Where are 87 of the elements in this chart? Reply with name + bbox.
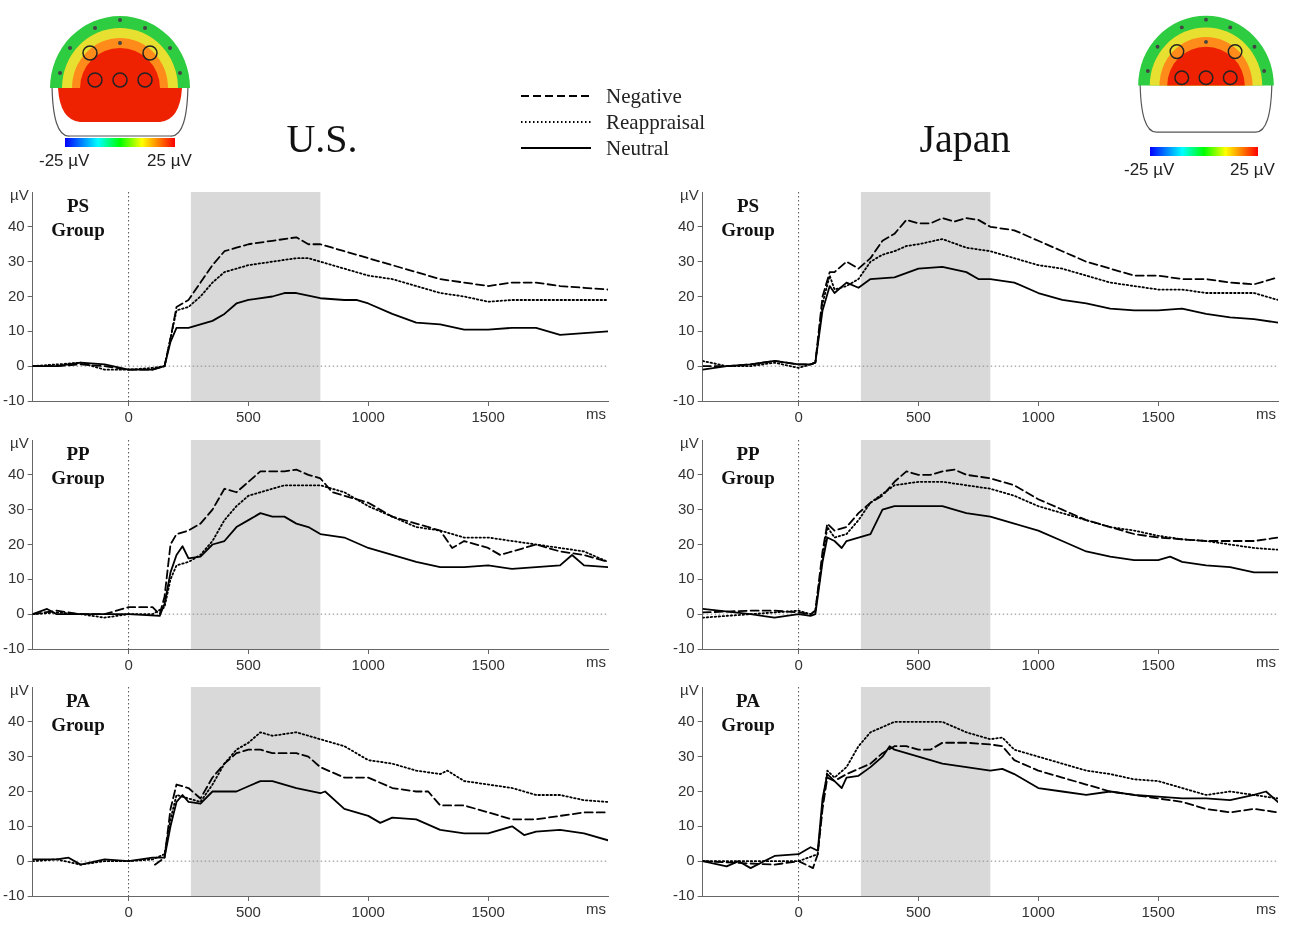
y-tick-label: 0 xyxy=(16,604,25,622)
y-tick-label: 20 xyxy=(7,286,25,304)
x-tick-label: 1500 xyxy=(471,408,505,426)
y-tick-label: 0 xyxy=(16,851,25,869)
y-tick-label: 40 xyxy=(7,464,25,482)
y-tick-label: 20 xyxy=(7,534,25,552)
y-tick-label: 40 xyxy=(677,216,695,234)
x-axis-title: ms xyxy=(586,899,606,917)
y-tick-label: 20 xyxy=(677,534,695,552)
y-tick-label: -10 xyxy=(672,639,695,657)
y-tick-label: 40 xyxy=(7,711,25,729)
x-axis-title: ms xyxy=(1256,899,1276,917)
y-axis-title: µV xyxy=(10,185,29,203)
y-axis-title: µV xyxy=(10,433,29,451)
x-tick-label: 0 xyxy=(794,656,803,674)
legend-label: Negative xyxy=(606,83,682,109)
y-tick-label: 30 xyxy=(7,499,25,517)
y-tick-label: 10 xyxy=(677,321,695,339)
x-axis-title: ms xyxy=(586,652,606,670)
y-tick-label: 10 xyxy=(7,321,25,339)
x-tick-label: 0 xyxy=(124,408,133,426)
chart-subtitle: U.S. xyxy=(285,115,359,162)
x-tick-label: 0 xyxy=(794,408,803,426)
x-tick-label: 1000 xyxy=(1021,656,1055,674)
x-tick-label: 1500 xyxy=(471,903,505,921)
x-tick-label: 1000 xyxy=(1021,903,1055,921)
y-tick-label: -10 xyxy=(2,639,25,657)
y-tick-label: 30 xyxy=(677,499,695,517)
y-tick-label: 40 xyxy=(677,464,695,482)
text: 25 µV xyxy=(1230,160,1275,180)
text: PA Group xyxy=(720,689,776,737)
y-axis-title: µV xyxy=(10,680,29,698)
x-tick-label: 1000 xyxy=(1021,408,1055,426)
y-tick-label: 10 xyxy=(7,816,25,834)
y-tick-label: 30 xyxy=(7,251,25,269)
y-tick-label: 20 xyxy=(677,781,695,799)
y-tick-label: 10 xyxy=(7,569,25,587)
y-tick-label: -10 xyxy=(2,886,25,904)
y-tick-label: -10 xyxy=(672,391,695,409)
text: PS Group xyxy=(50,194,106,242)
y-axis-title: µV xyxy=(680,185,699,203)
chart-subtitle: Japan xyxy=(918,115,1012,162)
y-tick-label: -10 xyxy=(2,391,25,409)
y-tick-label: -10 xyxy=(672,886,695,904)
y-tick-label: 10 xyxy=(677,569,695,587)
text: PP Group xyxy=(50,442,106,490)
x-tick-label: 500 xyxy=(235,656,261,674)
text: PA Group xyxy=(50,689,106,737)
text: -25 µV xyxy=(1124,160,1175,180)
y-tick-label: 30 xyxy=(677,251,695,269)
x-axis-title: ms xyxy=(1256,652,1276,670)
y-axis-title: µV xyxy=(680,680,699,698)
x-tick-label: 1500 xyxy=(471,656,505,674)
text: -25 µV xyxy=(39,151,90,171)
x-tick-label: 0 xyxy=(794,903,803,921)
legend-label: Reappraisal xyxy=(606,109,706,135)
y-tick-label: 0 xyxy=(16,356,25,374)
legend-label: Neutral xyxy=(606,135,669,161)
y-tick-label: 30 xyxy=(677,746,695,764)
x-tick-label: 500 xyxy=(905,656,931,674)
x-tick-label: 1000 xyxy=(351,903,385,921)
x-tick-label: 0 xyxy=(124,903,133,921)
x-tick-label: 500 xyxy=(905,903,931,921)
text: 25 µV xyxy=(147,151,192,171)
y-tick-label: 30 xyxy=(7,746,25,764)
x-tick-label: 1500 xyxy=(1141,656,1175,674)
y-tick-label: 10 xyxy=(677,816,695,834)
x-tick-label: 1000 xyxy=(351,656,385,674)
y-tick-label: 0 xyxy=(686,356,695,374)
y-tick-label: 20 xyxy=(677,286,695,304)
y-tick-label: 20 xyxy=(7,781,25,799)
y-tick-label: 0 xyxy=(686,851,695,869)
y-tick-label: 40 xyxy=(7,216,25,234)
x-tick-label: 1500 xyxy=(1141,408,1175,426)
x-tick-label: 1500 xyxy=(1141,903,1175,921)
text: PP Group xyxy=(720,442,776,490)
x-tick-label: 1000 xyxy=(351,408,385,426)
x-tick-label: 500 xyxy=(235,408,261,426)
y-axis-title: µV xyxy=(680,433,699,451)
x-tick-label: 500 xyxy=(905,408,931,426)
x-axis-title: ms xyxy=(586,404,606,422)
x-tick-label: 0 xyxy=(124,656,133,674)
y-tick-label: 40 xyxy=(677,711,695,729)
x-tick-label: 500 xyxy=(235,903,261,921)
text: PS Group xyxy=(720,194,776,242)
y-tick-label: 0 xyxy=(686,604,695,622)
x-axis-title: ms xyxy=(1256,404,1276,422)
